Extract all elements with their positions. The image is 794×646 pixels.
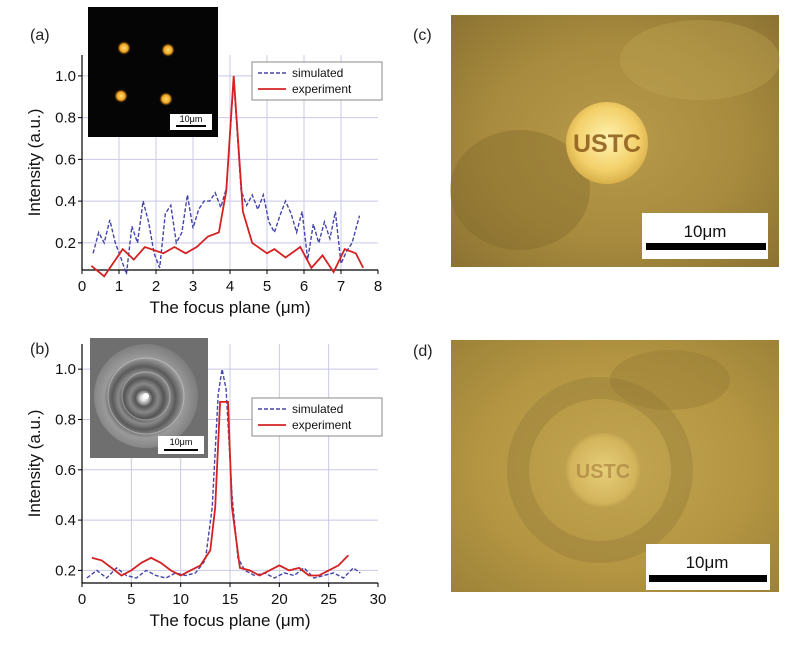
x-tick-label: 4 (226, 278, 234, 295)
micrograph-c-scalebar-label: 10μm (684, 222, 727, 241)
y-tick-label: 0.6 (55, 462, 76, 479)
x-tick-label: 25 (320, 591, 337, 608)
y-tick-label: 1.0 (55, 361, 76, 378)
y-tick-label: 0.2 (55, 235, 76, 252)
y-tick-label: 1.0 (55, 68, 76, 85)
series-experiment (91, 400, 350, 577)
x-tick-label: 5 (127, 591, 135, 608)
legend-label-experiment: experiment (292, 82, 352, 96)
x-axis-title: The focus plane (μm) (150, 298, 311, 317)
inset-a-spot (117, 41, 131, 55)
micrograph-c-shadow (450, 130, 590, 250)
legend-label-simulated: simulated (292, 402, 343, 416)
panel-label-d: (d) (413, 343, 433, 360)
legend-label-simulated: simulated (292, 66, 343, 80)
micrograph-d-ring (507, 377, 693, 563)
x-tick-label: 15 (222, 591, 239, 608)
inset-a-spot (159, 92, 173, 106)
inset-a-image: 10μm (88, 7, 218, 137)
inset-b-scalebar (164, 449, 198, 451)
x-tick-label: 7 (337, 278, 345, 295)
inset-a-scalebar-label: 10μm (180, 114, 203, 124)
micrograph-c-scalebar (646, 243, 766, 250)
inset-b-image: 10μm (90, 338, 208, 458)
micrograph-d-scalebar-label: 10μm (686, 553, 729, 572)
y-tick-label: 0.6 (55, 151, 76, 168)
y-tick-label: 0.2 (55, 562, 76, 579)
micrograph-c-highlight (620, 20, 780, 100)
x-tick-label: 6 (300, 278, 308, 295)
x-tick-label: 0 (78, 278, 86, 295)
y-axis-title: Intensity (a.u.) (25, 410, 44, 518)
y-tick-label: 0.4 (55, 193, 76, 210)
y-axis-title: Intensity (a.u.) (25, 109, 44, 217)
inset-a-scalebar (176, 125, 206, 127)
x-tick-label: 8 (374, 278, 382, 295)
micrograph-c-focal-spot (566, 102, 648, 184)
panel-label-c: (c) (413, 27, 432, 44)
legend-box (251, 61, 383, 101)
x-tick-label: 1 (115, 278, 123, 295)
panel-label-b: (b) (30, 341, 50, 358)
micrograph-d-letters: USTC (576, 461, 630, 483)
legend-label-experiment: experiment (292, 418, 352, 432)
x-tick-label: 0 (78, 591, 86, 608)
inset-a-spot (114, 89, 128, 103)
micrograph-d-shadow (610, 350, 730, 410)
inset-a-spot (161, 43, 175, 57)
series-simulated (92, 79, 361, 275)
chart-b: 0 5 10 15 20 25 30 0.2 0.4 0.6 0.8 1.0 The focus pla… (25, 344, 386, 630)
x-tick-label: 3 (189, 278, 197, 295)
micrograph-d: USTC 10μm (451, 340, 779, 592)
series-experiment (90, 75, 365, 278)
x-tick-label: 2 (152, 278, 160, 295)
inset-b-scalebar-label: 10μm (170, 437, 193, 447)
x-axis-title: The focus plane (μm) (150, 611, 311, 630)
micrograph-c-scalebar-box (642, 213, 768, 259)
y-tick-label: 0.8 (55, 110, 76, 127)
micrograph-d-scalebar-box (646, 544, 770, 590)
x-tick-label: 20 (271, 591, 288, 608)
micrograph-c-letters: USTC (573, 130, 641, 158)
inset-b-focus (143, 393, 149, 399)
micrograph-d-scalebar (649, 575, 767, 582)
micrograph-c: USTC 10μm (450, 15, 780, 267)
panel-label-a: (a) (30, 27, 50, 44)
y-tick-label: 0.8 (55, 411, 76, 428)
inset-b-ring (121, 371, 171, 421)
legend-box (251, 397, 383, 437)
micrograph-d-focal-spot (566, 433, 640, 507)
x-tick-label: 30 (370, 591, 387, 608)
series-simulated (86, 369, 361, 579)
y-tick-label: 0.4 (55, 512, 76, 529)
x-tick-label: 10 (172, 591, 189, 608)
x-tick-label: 5 (263, 278, 271, 295)
inset-b-ring (107, 357, 185, 435)
